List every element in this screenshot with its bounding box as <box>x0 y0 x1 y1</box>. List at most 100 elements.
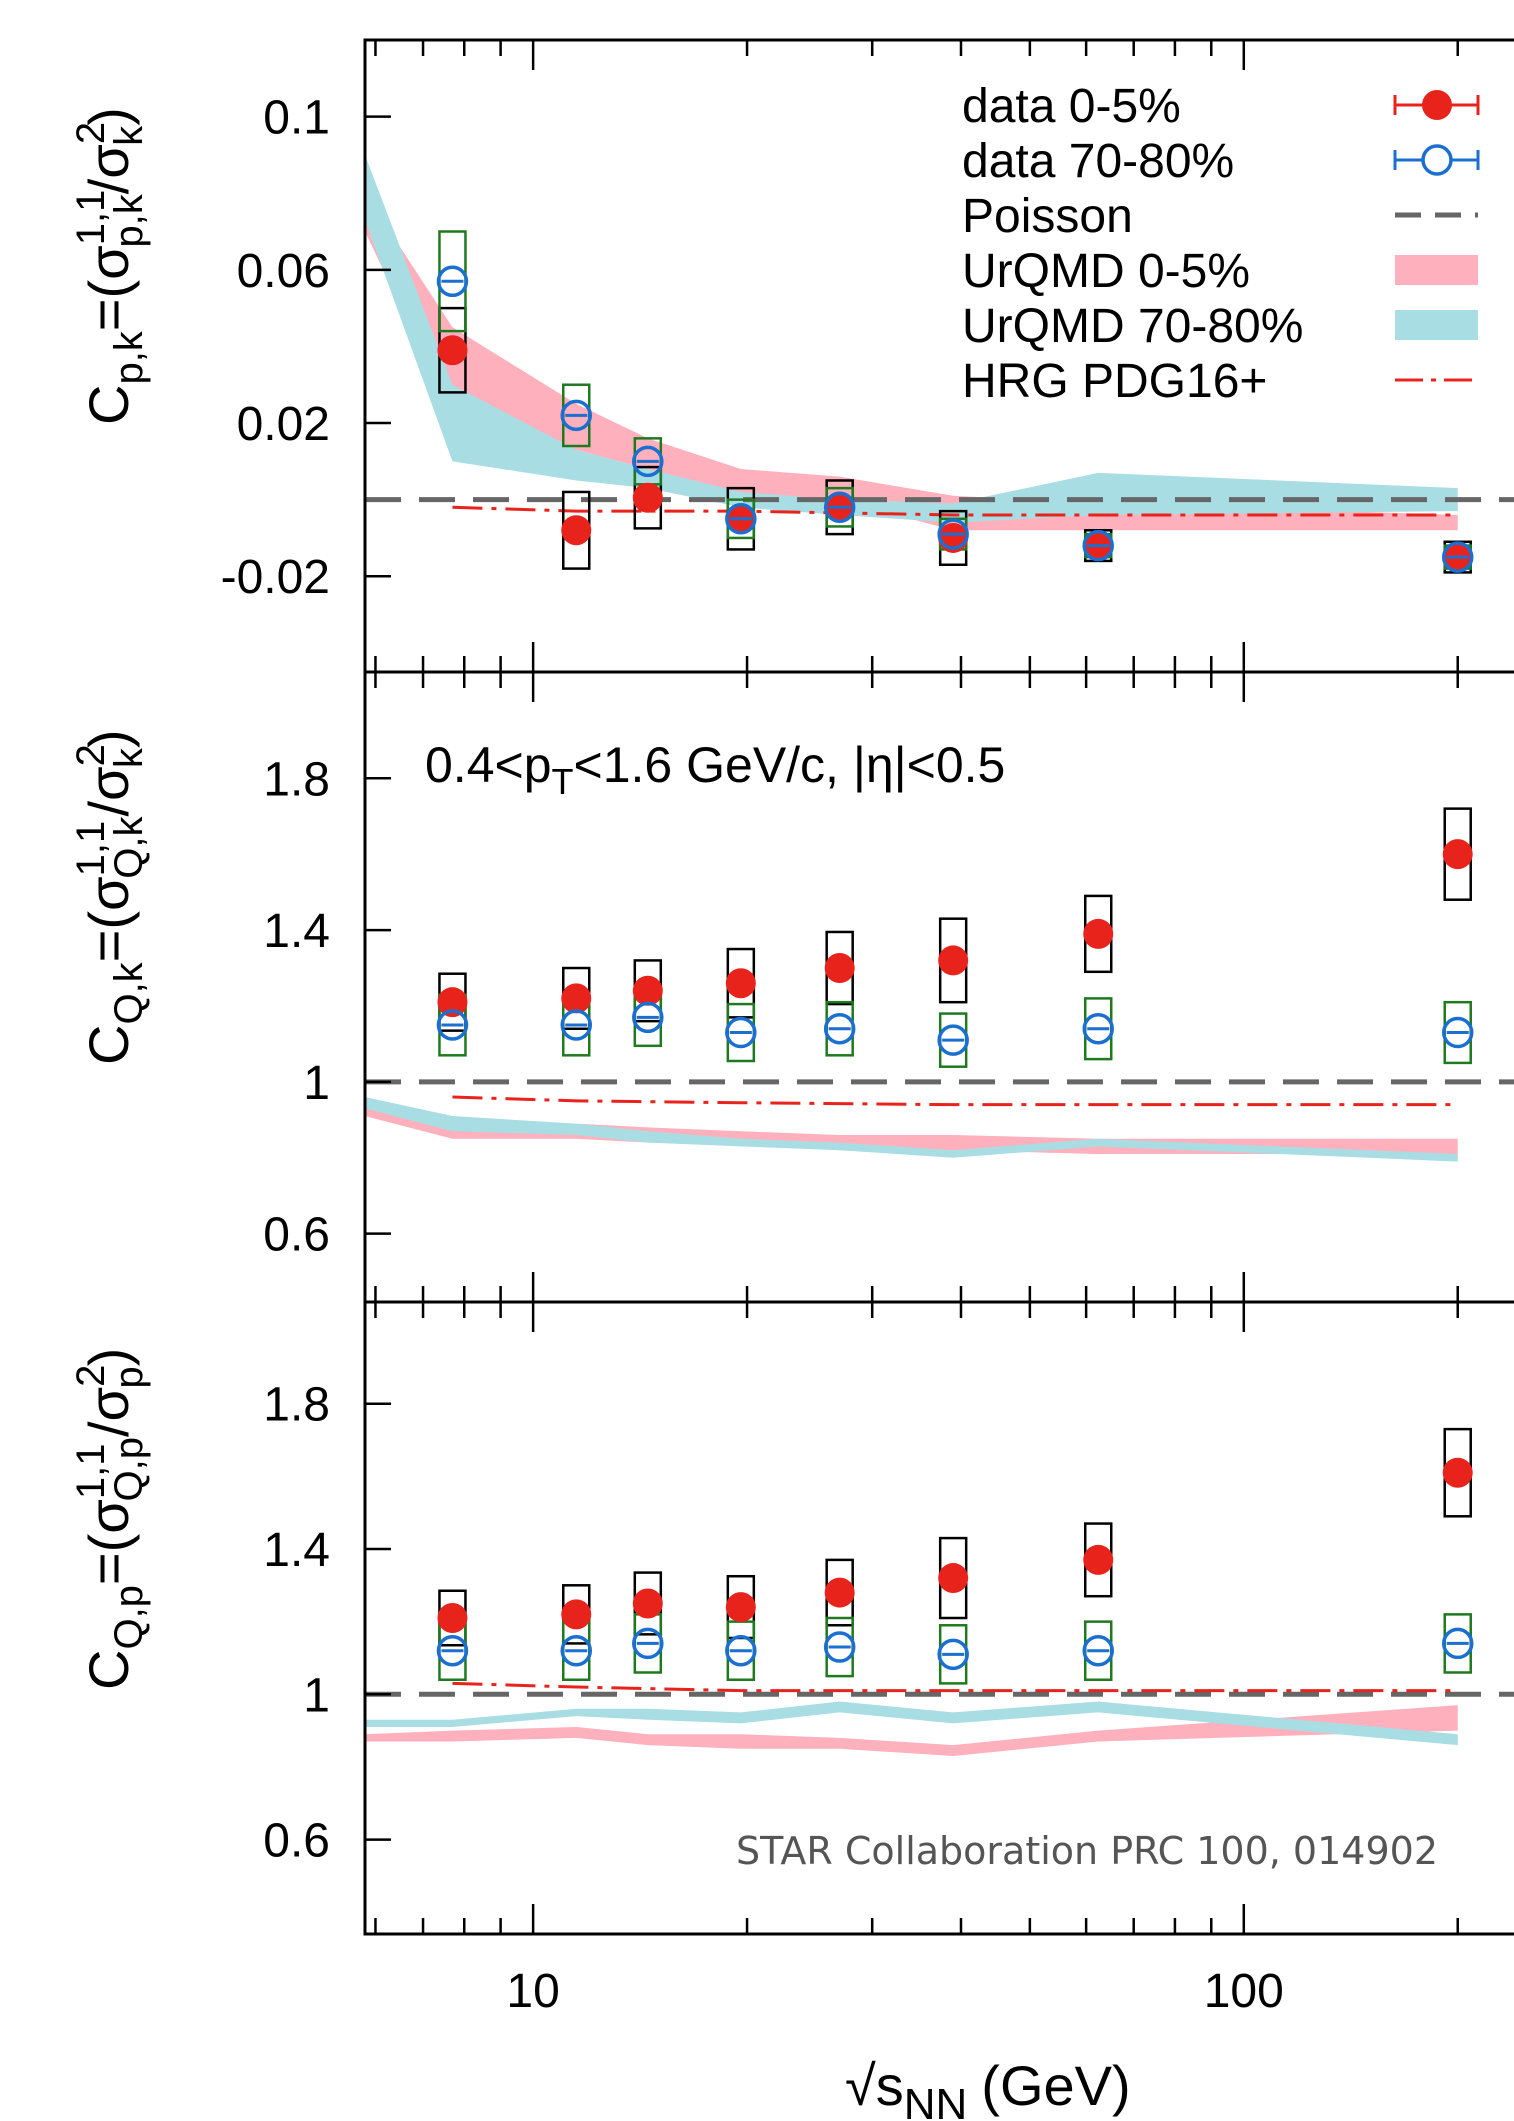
data-point-peripheral <box>823 1631 856 1663</box>
data-point-central <box>938 1563 969 1594</box>
legend-label-poisson: Poisson <box>962 190 1133 243</box>
data-point-peripheral <box>632 1001 664 1034</box>
data-point-peripheral <box>1082 1012 1114 1045</box>
data-point-peripheral <box>937 1638 969 1671</box>
data-point-peripheral <box>725 503 757 535</box>
legend-label-urqmd-peripheral: UrQMD 70-80% <box>962 300 1303 353</box>
data-point-central <box>1083 918 1114 949</box>
kinematics-sub: T <box>552 761 574 802</box>
data-point-peripheral <box>436 1634 469 1667</box>
hrg-line <box>452 1681 1458 1693</box>
data-point-central <box>632 975 663 1006</box>
svg-text:CQ,k=(σ1,1Q,k/σ2k): CQ,k=(σ1,1Q,k/σ2k) <box>69 730 151 1065</box>
data-point-peripheral <box>937 1024 969 1056</box>
data-point-peripheral <box>1441 541 1474 573</box>
urqmd-band-peripheral <box>365 1097 1458 1162</box>
kinematics-annotation: 0.4<pT<1.6 GeV/c, |η|<0.5 <box>425 737 1005 802</box>
y-axis-title-middle: CQ,k=(σ1,1Q,k/σ2k) <box>69 730 151 1065</box>
legend-icon-peripheral-marker <box>1421 144 1453 176</box>
y-axis-title-top: Cp,k=(σ1,1p,k/σ2k) <box>69 107 151 425</box>
x-axis-title-main: √s <box>845 2054 904 2117</box>
y-tick-label: 0.6 <box>263 1209 330 1262</box>
data-point-central <box>632 1588 663 1619</box>
legend-label-hrg: HRG PDG16+ <box>962 355 1267 408</box>
urqmd-band-peripheral <box>365 1701 1458 1746</box>
data-point-central <box>1442 839 1473 870</box>
data-point-peripheral <box>560 399 593 432</box>
x-axis-title-unit: (GeV) <box>981 2054 1130 2117</box>
data-point-central <box>561 515 592 546</box>
y-tick-label: -0.02 <box>221 551 330 604</box>
legend-label-urqmd-central: UrQMD 0-5% <box>962 245 1250 298</box>
legend-icon-urqmd-peripheral <box>1395 310 1478 340</box>
svg-text:CQ,p=(σ1,1Q,p/σ2p): CQ,p=(σ1,1Q,p/σ2p) <box>69 1348 151 1690</box>
data-point-central <box>437 987 468 1018</box>
panel-frame-top <box>363 38 1514 674</box>
x-tick-label: 10 <box>506 1965 559 2018</box>
data-point-central <box>824 953 855 984</box>
legend-icon-central-marker <box>1422 90 1452 120</box>
x-axis-title-sub: NN <box>904 2080 968 2121</box>
urqmd-band-peripheral <box>365 154 1458 523</box>
kinematics-suffix: <1.6 GeV/c, |η|<0.5 <box>574 737 1006 793</box>
data-point-central <box>437 1603 468 1633</box>
y-tick-label: 0.1 <box>263 92 330 145</box>
data-point-peripheral <box>632 1627 664 1660</box>
legend-label-data-central: data 0-5% <box>962 80 1181 133</box>
data-point-central <box>561 1599 592 1630</box>
panel-frame-bottom <box>363 1300 1514 1936</box>
legend: data 0-5% data 70-80% Poisson UrQMD 0-5%… <box>962 80 1480 408</box>
data-point-peripheral <box>1082 1634 1114 1667</box>
legend-icon-urqmd-central <box>1395 255 1478 285</box>
data-point-central <box>1442 1457 1473 1488</box>
y-tick-label: 1 <box>303 1057 330 1110</box>
kinematics-prefix: 0.4<p <box>425 737 552 793</box>
x-tick-label: 100 <box>1204 1965 1284 2018</box>
panel-plot-area-top <box>365 154 1514 574</box>
x-axis-title: √sNN (GeV) <box>845 2054 1131 2121</box>
y-axis-title-bottom: CQ,p=(σ1,1Q,p/σ2p) <box>69 1348 151 1690</box>
urqmd-band-central <box>365 1705 1458 1757</box>
y-tick-label: 0.06 <box>237 245 330 298</box>
data-point-central <box>561 983 592 1014</box>
panel-plot-area-bottom <box>365 1427 1514 1757</box>
data-point-central <box>938 945 969 976</box>
hrg-line <box>452 1095 1458 1107</box>
data-point-peripheral <box>436 1009 469 1041</box>
legend-icons <box>1393 90 1480 382</box>
data-point-central <box>632 482 663 513</box>
data-point-peripheral <box>560 1009 593 1041</box>
y-tick-label: 1.8 <box>263 753 330 806</box>
data-point-peripheral <box>725 1016 757 1049</box>
data-point-peripheral <box>823 491 856 524</box>
panel-bottom: 1.8 1.4 1 0.6 <box>263 1300 1514 1936</box>
panel-plot-area-middle <box>365 807 1514 1162</box>
data-point-central <box>824 1577 855 1608</box>
data-point-peripheral <box>1082 529 1114 562</box>
data-point-peripheral <box>823 1012 856 1045</box>
data-point-peripheral <box>1441 1016 1474 1049</box>
data-point-peripheral <box>436 265 469 298</box>
data-point-peripheral <box>560 1634 593 1667</box>
y-tick-label: 1 <box>303 1669 330 1722</box>
credit-text: STAR Collaboration PRC 100, 014902 <box>736 1829 1438 1873</box>
data-point-peripheral <box>1441 1627 1474 1660</box>
data-point-central <box>725 968 756 999</box>
data-point-central <box>725 1592 756 1623</box>
data-point-peripheral <box>725 1634 757 1667</box>
panel-middle: 1.8 1.4 1 0.6 <box>263 670 1514 1304</box>
y-tick-label: 1.4 <box>263 905 330 958</box>
data-point-peripheral <box>632 445 664 478</box>
data-point-central <box>437 335 468 366</box>
y-tick-label: 1.8 <box>263 1379 330 1432</box>
urqmd-band-central <box>365 193 1458 531</box>
y-tick-label: 0.6 <box>263 1815 330 1868</box>
y-tick-label: 1.4 <box>263 1524 330 1577</box>
data-point-peripheral <box>937 518 969 550</box>
data-point-central <box>1083 1544 1114 1575</box>
panel-top: 0.1 0.06 0.02 -0.02 <box>221 38 1514 674</box>
legend-label-data-peripheral: data 70-80% <box>962 135 1234 188</box>
panels-layer: 0.1 0.06 0.02 -0.02 1.8 1.4 1 0.6 1.8 1.4 1 0.6 10 10… <box>221 38 1514 2018</box>
y-tick-label: 0.02 <box>237 398 330 451</box>
